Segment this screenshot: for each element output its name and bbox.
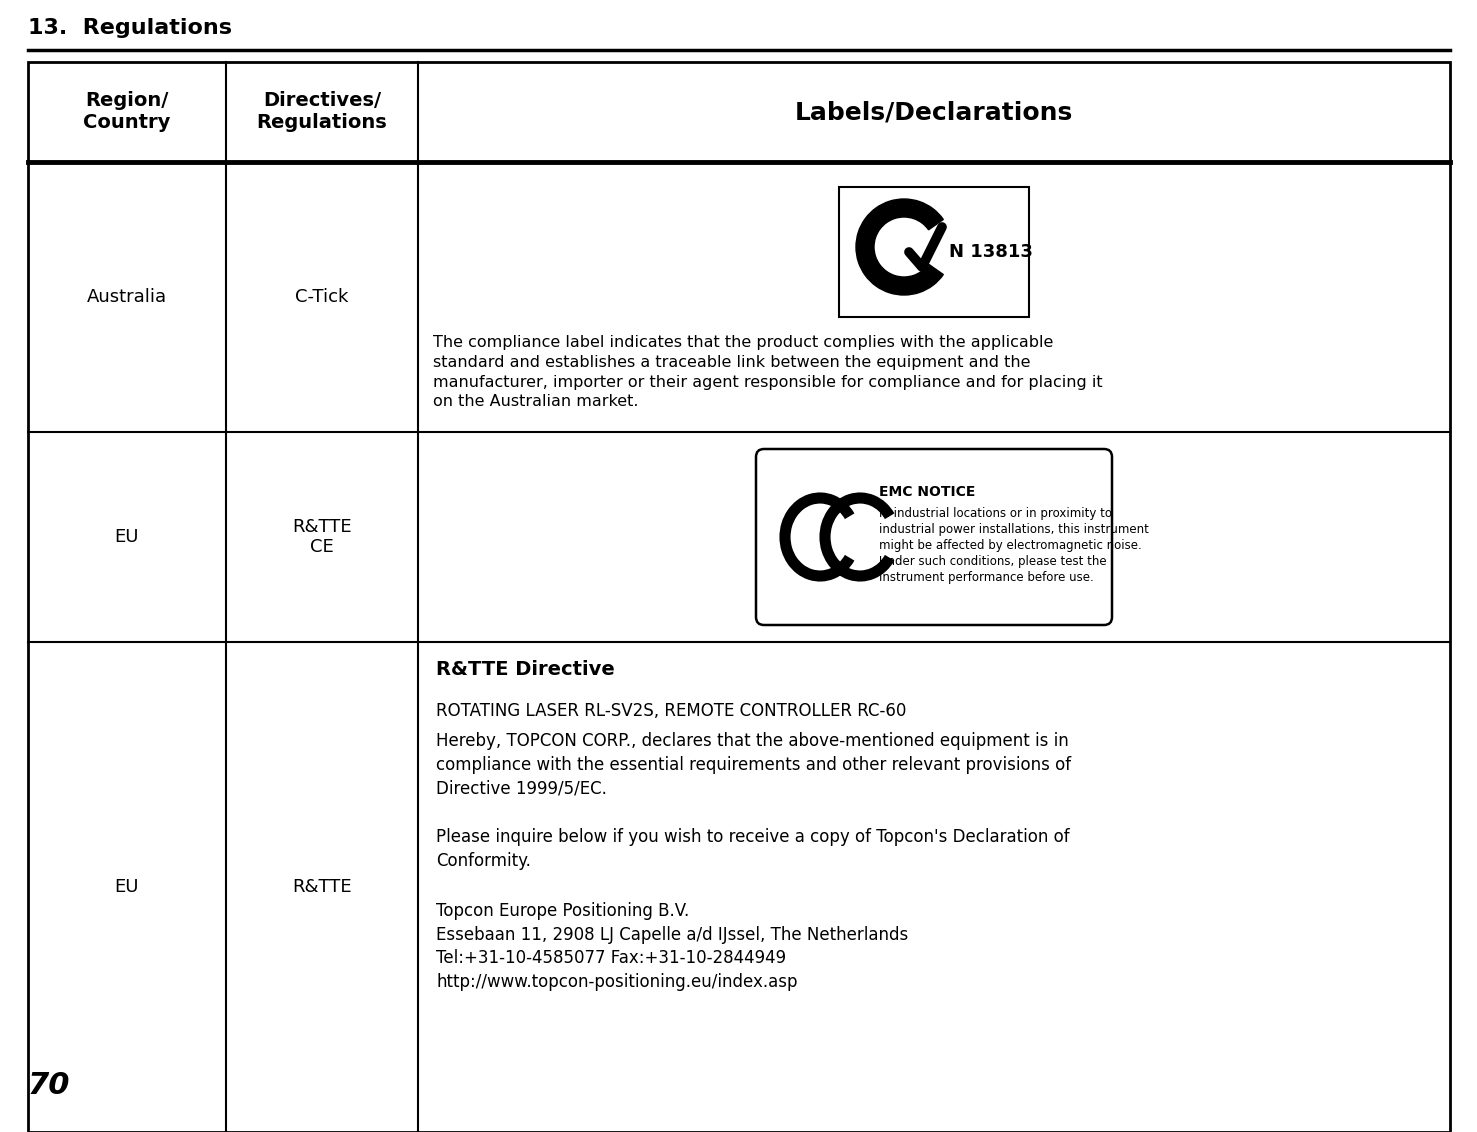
Text: 70: 70	[28, 1071, 71, 1100]
Text: N 13813: N 13813	[950, 243, 1032, 261]
Text: R&TTE
CE: R&TTE CE	[292, 517, 352, 557]
Text: EU: EU	[115, 878, 139, 897]
Text: In industrial locations or in proximity to
industrial power installations, this : In industrial locations or in proximity …	[879, 507, 1149, 584]
Text: EMC NOTICE: EMC NOTICE	[879, 484, 975, 499]
Text: The compliance label indicates that the product complies with the applicable
sta: The compliance label indicates that the …	[433, 335, 1103, 410]
Text: Please inquire below if you wish to receive a copy of Topcon's Declaration of
Co: Please inquire below if you wish to rece…	[436, 827, 1069, 869]
FancyBboxPatch shape	[756, 449, 1112, 625]
Wedge shape	[857, 199, 944, 295]
Text: Hereby, TOPCON CORP., declares that the above-mentioned equipment is in
complian: Hereby, TOPCON CORP., declares that the …	[436, 732, 1071, 797]
Bar	[839, 187, 1029, 317]
Text: Labels/Declarations: Labels/Declarations	[795, 100, 1074, 125]
Text: ROTATING LASER RL-SV2S, REMOTE CONTROLLER RC-60: ROTATING LASER RL-SV2S, REMOTE CONTROLLE…	[436, 702, 907, 720]
Text: Australia: Australia	[87, 288, 167, 306]
Text: R&TTE: R&TTE	[292, 878, 352, 897]
Text: Directives/
Regulations: Directives/ Regulations	[257, 92, 387, 132]
Text: EU: EU	[115, 528, 139, 546]
Text: Topcon Europe Positioning B.V.
Essebaan 11, 2908 LJ Capelle a/d IJssel, The Neth: Topcon Europe Positioning B.V. Essebaan …	[436, 902, 908, 990]
Text: R&TTE Directive: R&TTE Directive	[436, 660, 614, 679]
Text: 13.  Regulations: 13. Regulations	[28, 18, 232, 38]
Text: C-Tick: C-Tick	[295, 288, 349, 306]
Text: Region/
Country: Region/ Country	[83, 92, 171, 132]
